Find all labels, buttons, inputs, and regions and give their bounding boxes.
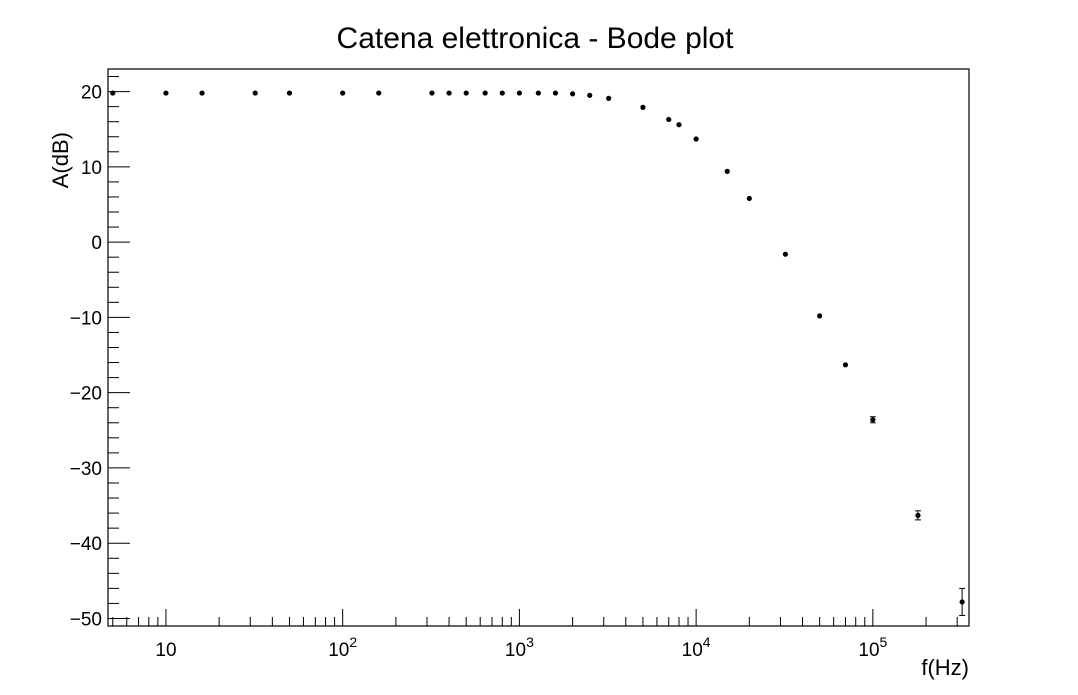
- y-tick-label: −10: [70, 308, 102, 329]
- data-point: [693, 136, 699, 142]
- x-axis-label: f(Hz): [921, 655, 969, 680]
- data-point: [606, 95, 612, 101]
- plot-frame: [107, 68, 970, 627]
- data-point: [516, 90, 522, 96]
- data-point: [446, 90, 452, 96]
- x-tick-label: 103: [505, 634, 534, 661]
- x-tick-label: 10: [155, 640, 176, 661]
- y-axis-label: A(dB): [48, 132, 73, 188]
- y-axis-tick-labels: 20 10 0 −10 −20 −30 −40 −50: [70, 83, 102, 631]
- data-point: [959, 599, 965, 605]
- y-tick-label: −20: [70, 384, 102, 405]
- data-point: [535, 90, 541, 96]
- data-point: [569, 91, 576, 97]
- y-tick-label: −50: [70, 609, 102, 630]
- y-tick-label: 0: [91, 233, 102, 254]
- data-point: [817, 313, 823, 319]
- x-axis-ticks: [112, 609, 958, 626]
- data-point: [463, 90, 469, 96]
- data-point: [870, 417, 876, 423]
- data-point: [587, 92, 593, 98]
- data-point: [199, 90, 205, 96]
- data-point: [252, 90, 258, 96]
- data-points: [110, 90, 966, 616]
- y-axis-ticks: [108, 76, 130, 619]
- y-tick-label: 20: [81, 83, 102, 104]
- data-point: [842, 362, 849, 368]
- data-point: [110, 90, 116, 96]
- data-point: [376, 90, 382, 96]
- data-point: [724, 168, 730, 174]
- data-point: [746, 195, 752, 202]
- data-point: [482, 90, 488, 96]
- y-tick-label: −40: [70, 534, 102, 555]
- data-point: [676, 122, 682, 128]
- y-tick-label: 10: [81, 158, 102, 179]
- x-tick-label: 105: [858, 634, 887, 661]
- data-point: [915, 512, 921, 518]
- data-point: [286, 90, 293, 96]
- x-tick-label: 102: [328, 634, 357, 661]
- data-point: [782, 251, 788, 257]
- chart-title: Catena elettronica - Bode plot: [337, 22, 735, 55]
- y-tick-label: −30: [70, 459, 102, 480]
- data-point: [666, 116, 672, 123]
- data-point: [340, 90, 346, 96]
- data-point: [552, 90, 559, 96]
- x-axis-tick-labels: 10 102 103 104 105: [155, 634, 887, 661]
- data-point: [429, 90, 435, 96]
- x-tick-label: 104: [682, 634, 711, 661]
- data-point: [163, 90, 169, 96]
- data-point: [499, 90, 505, 96]
- data-point: [640, 104, 646, 110]
